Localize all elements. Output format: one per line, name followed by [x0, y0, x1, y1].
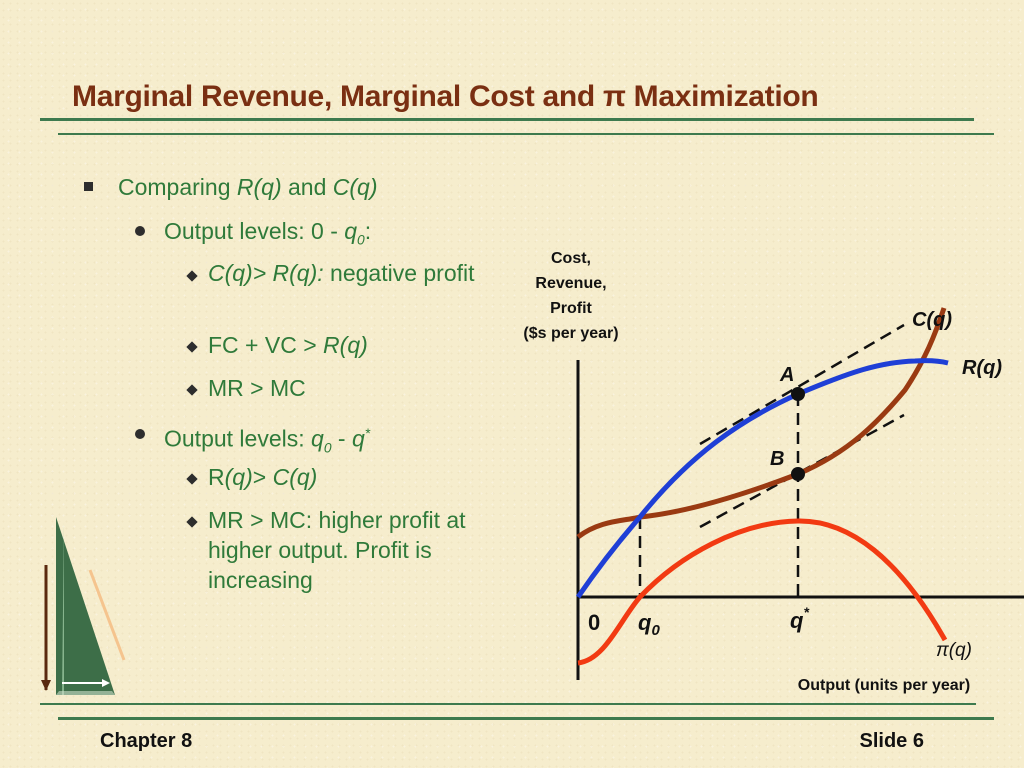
- bullet-output-levels-0-q0: Output levels: 0 - q0:: [164, 218, 372, 248]
- bullet-profit-increasing: MR > MC: higher profit at higher output.…: [208, 507, 466, 593]
- slide-title: Marginal Revenue, Marginal Cost and π Ma…: [72, 80, 819, 113]
- title-rule-thick: [40, 118, 974, 121]
- svg-text:Revenue,: Revenue,: [535, 275, 606, 292]
- cost-curve-label: C(q): [912, 309, 952, 331]
- y-axis-label: Cost, Revenue, Profit ($s per year): [523, 250, 618, 342]
- bullet-comparing: Comparing R(q) and C(q): [118, 174, 378, 200]
- diamond-bullet-icon: [186, 384, 198, 396]
- footer-slide-number: Slide 6: [859, 730, 924, 752]
- profit-curve: [577, 518, 948, 666]
- point-a-dot: [791, 387, 805, 401]
- svg-text:($s per year): ($s per year): [523, 325, 618, 342]
- footer-chapter: Chapter 8: [100, 730, 193, 752]
- qstar-label: q*: [790, 604, 809, 633]
- dot-bullet-icon: [135, 226, 145, 236]
- bullet-revenue-greater-cost: R(q)> C(q): [208, 464, 318, 490]
- bullet-fc-vc: FC + VC > R(q): [208, 332, 368, 358]
- point-b-label: B: [770, 448, 784, 470]
- diamond-bullet-icon: [186, 341, 198, 353]
- diamond-bullet-icon: [186, 516, 198, 528]
- point-b-dot: [791, 467, 805, 481]
- square-bullet-icon: [84, 182, 93, 191]
- diamond-bullet-icon: [186, 270, 198, 282]
- revenue-curve: [575, 358, 949, 599]
- footer-rule-thick: [58, 717, 994, 720]
- svg-text:Cost,: Cost,: [551, 250, 591, 267]
- title-rule-thin: [58, 133, 994, 135]
- point-a-label: A: [779, 364, 794, 386]
- diamond-bullet-icon: [186, 473, 198, 485]
- triangle-decoration: [41, 517, 126, 695]
- revenue-curve-label: R(q): [962, 357, 1002, 379]
- profit-maximization-diagram: Cost, Revenue, Profit ($s per year) A B …: [523, 250, 1024, 694]
- q0-label: q0: [638, 610, 660, 639]
- revenue-tangent-dashed: [699, 323, 905, 446]
- dot-bullet-icon: [135, 429, 145, 439]
- profit-curve-label: π(q): [936, 640, 972, 661]
- x-axis-label: Output (units per year): [798, 677, 970, 694]
- bullet-cost-greater-revenue: C(q)> R(q): negative profit: [208, 260, 475, 286]
- bullet-mr-mc: MR > MC: [208, 375, 306, 401]
- origin-label: 0: [588, 610, 600, 635]
- footer-rule-thin: [40, 703, 976, 705]
- svg-text:Profit: Profit: [550, 300, 592, 317]
- bullet-output-levels-q0-qstar: Output levels: q0 - q*: [164, 425, 371, 456]
